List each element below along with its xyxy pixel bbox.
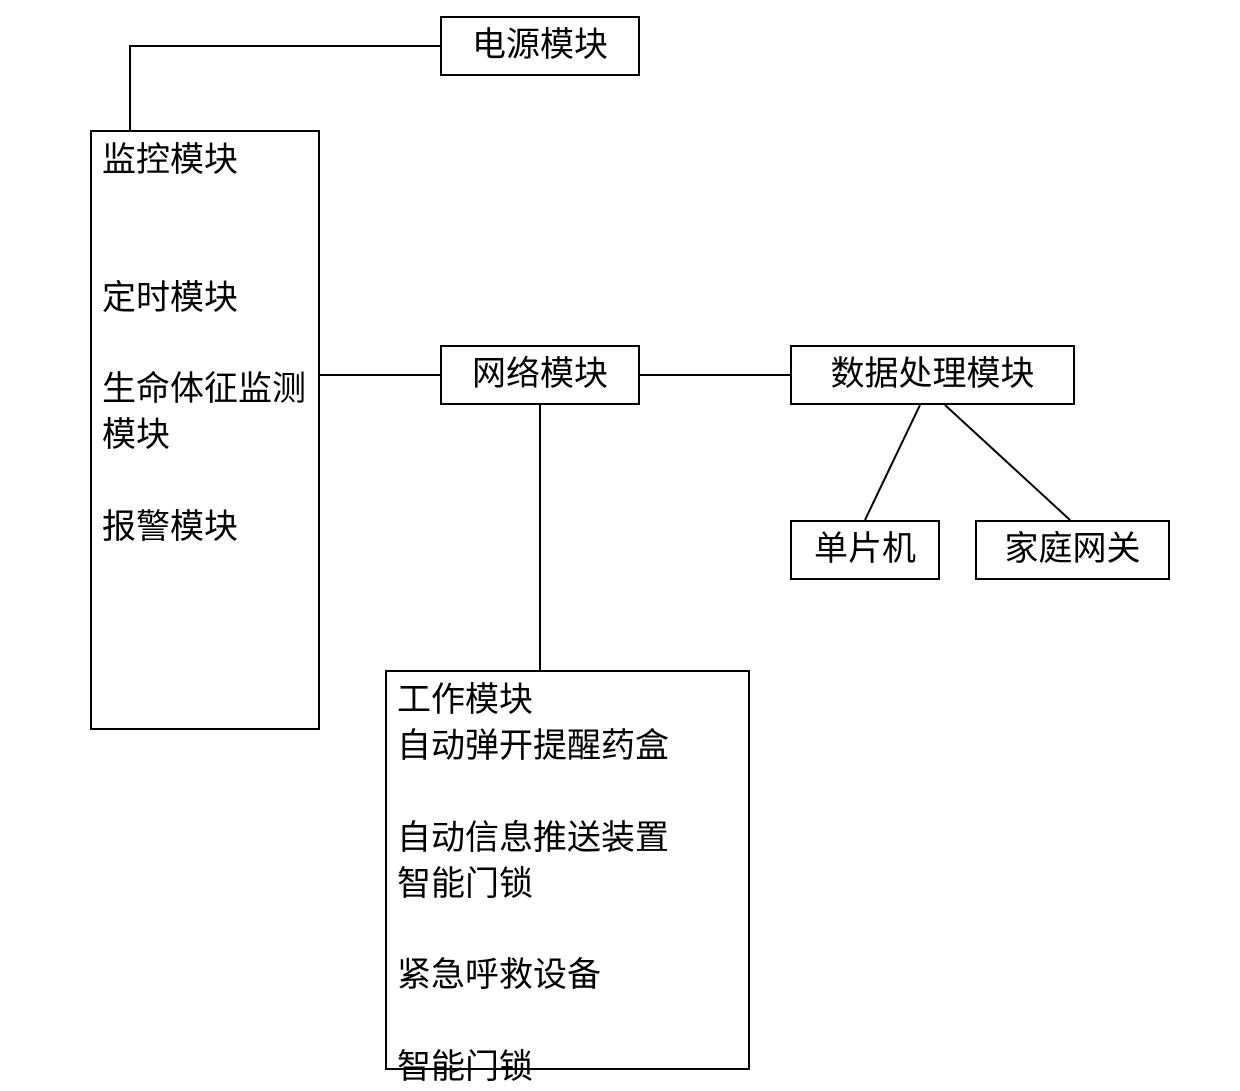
left-group-line: 报警模块: [102, 505, 308, 551]
work-group-line: [397, 907, 738, 953]
node-mcu-label: 单片机: [814, 527, 916, 573]
edge-line: [865, 405, 920, 520]
left-group-line: 生命体征监测模块: [102, 367, 308, 459]
node-dataproc-label: 数据处理模块: [831, 352, 1035, 398]
edge-line: [130, 46, 440, 130]
work-group-line: 自动弹开提醒药盒: [397, 724, 738, 770]
left-group-line: 监控模块: [102, 138, 308, 184]
node-gateway-label: 家庭网关: [1005, 527, 1141, 573]
node-home-gateway: 家庭网关: [975, 520, 1170, 580]
node-power-module: 电源模块: [440, 16, 640, 76]
work-group-line: 紧急呼救设备: [397, 953, 738, 999]
node-power-label: 电源模块: [472, 23, 608, 69]
left-group-line: [102, 184, 308, 230]
work-group-line: 智能门锁: [397, 862, 738, 908]
edge-line: [945, 405, 1070, 520]
left-group-line: [102, 322, 308, 368]
work-group-line: [397, 770, 738, 816]
work-group-line: [397, 999, 738, 1045]
node-data-processing-module: 数据处理模块: [790, 345, 1075, 405]
left-group-line: [102, 459, 308, 505]
work-group-line: 智能门锁: [397, 1045, 738, 1091]
node-left-group: 监控模块 定时模块 生命体征监测模块 报警模块: [90, 130, 320, 730]
node-network-module: 网络模块: [440, 345, 640, 405]
node-mcu: 单片机: [790, 520, 940, 580]
left-group-line: 定时模块: [102, 276, 308, 322]
left-group-line: [102, 230, 308, 276]
work-group-line: 自动信息推送装置: [397, 816, 738, 862]
node-work-group: 工作模块自动弹开提醒药盒 自动信息推送装置智能门锁 紧急呼救设备 智能门锁: [385, 670, 750, 1070]
work-group-line: 工作模块: [397, 678, 738, 724]
node-network-label: 网络模块: [472, 352, 608, 398]
